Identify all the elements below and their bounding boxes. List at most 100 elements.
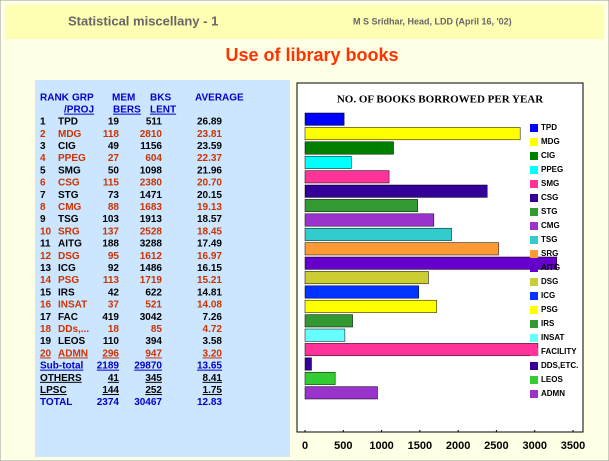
legend-label: CSG [541,193,558,202]
table-cell: 21.96 [197,165,222,176]
table-cell: 1471 [140,190,163,201]
legend-swatch [530,264,538,272]
table-cell: 110 [103,336,120,347]
table-cell: 19 [40,336,52,347]
table-cell: SMG [58,165,81,176]
table-cell: 1719 [140,275,163,286]
bar [304,155,352,169]
legend-swatch [530,278,538,286]
legend-label: TPD [541,123,557,132]
table-cell: 2528 [140,226,163,237]
chart-title: NO. OF BOOKS BORROWED PER YEAR [337,94,544,106]
table-cell: 4 [40,153,46,164]
bar [304,285,420,299]
legend-swatch [530,222,538,230]
legend-label: MDG [541,137,560,146]
table-cell: 20 [40,348,52,359]
table-cell: MDG [58,129,82,140]
table-cell: LEOS [58,336,86,347]
table-header: GRP [72,93,94,104]
table-cell: 16 [40,300,52,311]
table-header: RANK [40,93,70,104]
legend-swatch [530,348,538,356]
slide-title: Use of library books [225,45,398,65]
table-cell: 394 [145,336,162,347]
bar [304,141,394,155]
bars [304,112,558,400]
table: RANK GRP MEM BKS AVERAGE/PROJ BERS LENT 1 TPD 19 5… [40,93,244,409]
table-cell: 16.97 [197,251,222,262]
table-cell: 15 [40,287,52,298]
bar [304,227,452,241]
table-cell: OTHERS [40,373,82,384]
table-cell: 103 [102,214,119,225]
legend-swatch [530,152,538,160]
table-cell: 9 [40,214,46,225]
table-cell: LPSC [40,385,67,396]
bar [304,256,558,270]
legend-label: DDS,ETC. [541,361,578,370]
legend-label: FACILITY [541,347,577,356]
table-cell: IRS [58,287,75,298]
table-cell: STG [58,190,79,201]
table-cell: 15.21 [197,275,222,286]
legend-label: INSAT [541,333,565,342]
bar [304,371,336,385]
table-cell: 3.58 [203,336,223,347]
table-cell: 23.59 [197,141,222,152]
table-cell: INSAT [58,300,87,311]
table-header: BKS [150,93,171,104]
table-cell: DSG [58,251,80,262]
table-cell: 1098 [140,165,163,176]
table-cell: 345 [145,373,162,384]
legend-swatch [530,306,538,314]
table-cell: 23.81 [197,129,222,140]
bar [304,357,312,371]
table-cell: 252 [145,385,162,396]
table-cell: 2189 [97,361,120,372]
table-cell: 3.20 [203,348,223,359]
x-tick-label: 0 [302,440,308,452]
table-header: BERS [113,105,141,116]
bar [304,271,429,285]
legend-swatch [530,166,538,174]
table-cell: 521 [145,300,162,311]
x-tick-label: 500 [334,440,352,452]
table-cell: 2380 [140,178,163,189]
table-cell: 49 [108,141,120,152]
bar [304,386,378,400]
legend-label: LEOS [541,375,563,384]
table-cell: 7.26 [203,312,223,323]
table-cell: 1913 [140,214,163,225]
table-cell: AITG [58,239,82,250]
table-cell: 8 [40,202,46,213]
table-cell: 26.89 [197,117,222,128]
legend-swatch [530,250,538,258]
legend-label: CIG [541,151,555,160]
table-cell: ICG [58,263,76,274]
table-cell: TSG [58,214,79,225]
header-band [5,5,604,39]
table-cell: CIG [58,141,76,152]
table-cell: 3288 [140,239,163,250]
bar [304,299,437,313]
table-cell: 14.81 [197,287,222,298]
table-cell: 1156 [140,141,162,152]
table-cell: 37 [108,300,120,311]
table-cell: 85 [151,324,163,335]
table-cell: 144 [102,385,119,396]
table-cell: 622 [145,287,162,298]
table-cell: CMG [58,202,82,213]
table-cell: 1486 [140,263,163,274]
table-cell: SRG [58,226,80,237]
bar [304,127,521,141]
table-cell: TOTAL [40,397,72,408]
table-cell: 419 [102,312,119,323]
table-cell: 18 [108,324,120,335]
table-cell: CSG [58,178,80,189]
legend-label: STG [541,207,557,216]
table-cell: DDs,... [58,324,89,335]
legend-swatch [530,334,538,342]
bar [304,184,488,198]
